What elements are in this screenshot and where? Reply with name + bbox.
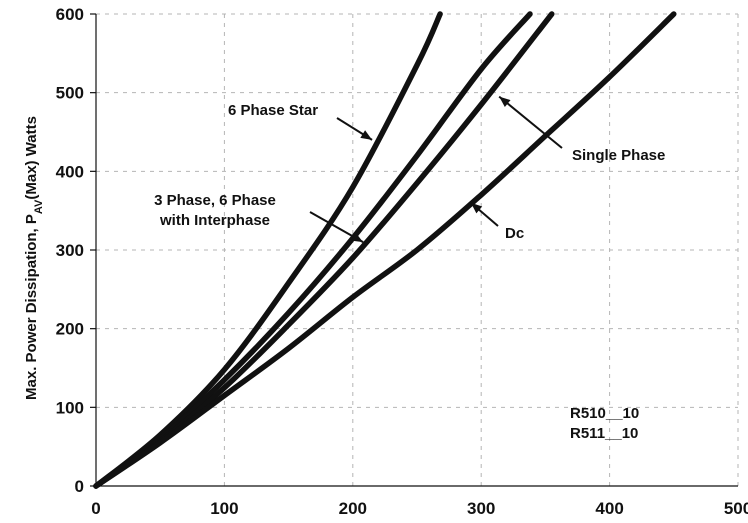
y-tick-label: 0: [75, 477, 84, 496]
label-dc-arrowhead: [470, 202, 483, 214]
label-device-codes: R510__10 R511__10: [570, 405, 639, 442]
x-tick-label: 100: [210, 499, 238, 518]
y-tick-label: 400: [56, 162, 84, 181]
label-3-phase-interphase-arrowhead: [351, 232, 364, 243]
axis-layer: [90, 13, 738, 487]
label-dc: Dc: [505, 225, 524, 242]
label-6-phase-star: 6 Phase Star: [228, 102, 318, 119]
y-tick-label: 500: [56, 84, 84, 103]
y-tick-label: 300: [56, 241, 84, 260]
x-tick-label: 200: [339, 499, 367, 518]
label-single-phase-arrow: [498, 95, 563, 149]
x-tick-label: 500: [724, 499, 748, 518]
label-single-phase: Single Phase: [572, 147, 665, 164]
label-single-phase-arrowhead: [499, 96, 511, 108]
annotation-layer: 6 Phase Star 3 Phase, 6 Phase with Interph…: [154, 95, 665, 442]
y-axis-label: Max. Power Dissipation, PAV(Max) Watts: [23, 116, 45, 400]
grid-layer: [96, 13, 739, 486]
y-tick-label: 600: [56, 5, 84, 24]
label-3-phase-interphase: 3 Phase, 6 Phase with Interphase: [154, 192, 276, 229]
curve-layer: [93, 11, 677, 489]
x-tick-label: 300: [467, 499, 495, 518]
label-6-phase-star-arrowhead: [360, 130, 373, 140]
curve-dc: [93, 11, 677, 489]
x-tick-label: 0: [91, 499, 100, 518]
curve-6-phase-star: [93, 11, 443, 489]
tick-labels: 0 100 200 300 400 500 0 100 200 300 400 500 600: [56, 5, 748, 518]
y-tick-label: 100: [56, 398, 84, 417]
y-tick-label: 200: [56, 320, 84, 339]
x-tick-label: 400: [595, 499, 623, 518]
